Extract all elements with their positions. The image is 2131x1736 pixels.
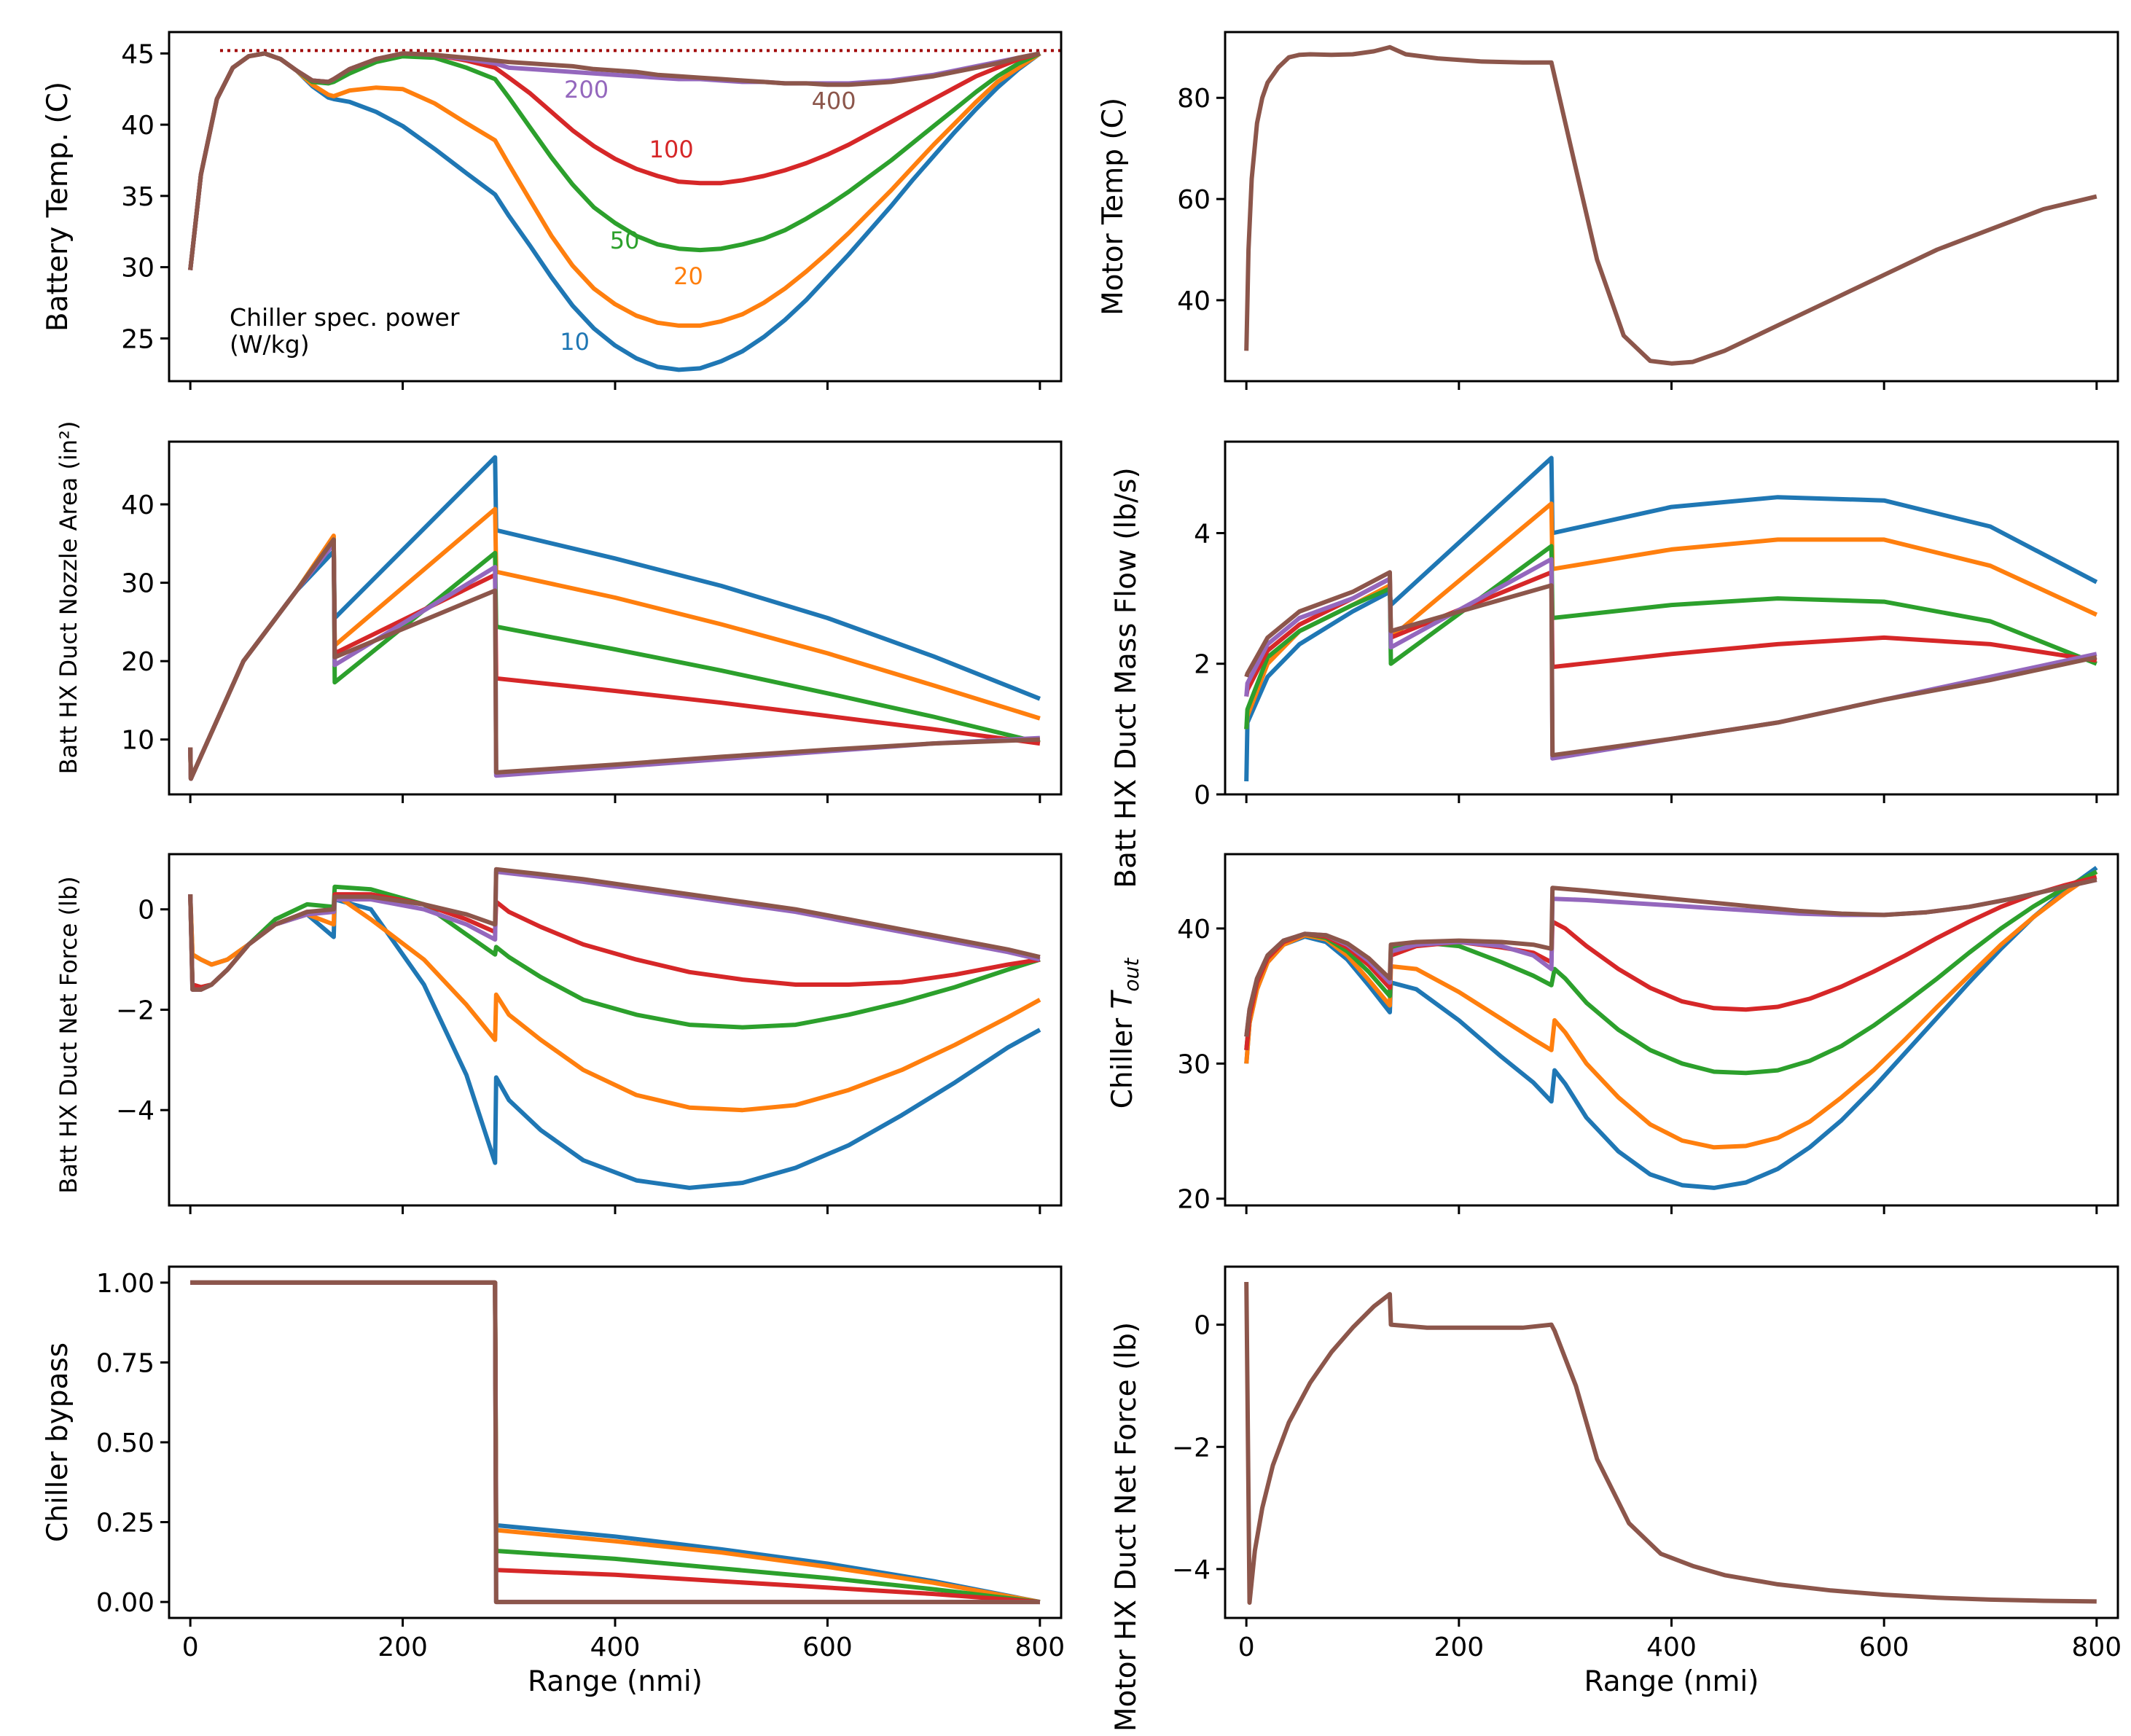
series-line-400 xyxy=(1244,570,2097,758)
x-tick-label: 800 xyxy=(1014,1633,1065,1662)
y-axis-label-main: Chiller xyxy=(1106,1009,1139,1109)
series-group xyxy=(188,867,1041,1190)
y-tick-label: 40 xyxy=(1177,286,1211,316)
series-group xyxy=(188,455,1041,781)
series-group xyxy=(190,1280,1041,1605)
x-tick-label: 800 xyxy=(2071,1633,2122,1662)
y-tick-label: 20 xyxy=(1177,1185,1211,1215)
y-tick-label: 80 xyxy=(1177,84,1211,114)
y-tick-label: −2 xyxy=(1172,1433,1211,1463)
series-group xyxy=(188,51,1041,372)
series-annotation-400: 400 xyxy=(812,87,856,115)
series-line-400 xyxy=(188,51,1041,270)
series-line-400 xyxy=(1244,1281,2097,1605)
x-tick-label: 200 xyxy=(1434,1633,1484,1662)
y-tick-label: −4 xyxy=(1172,1555,1211,1585)
series-annotation-50: 50 xyxy=(610,227,640,254)
series-line-400 xyxy=(1244,44,2097,366)
y-tick-label: −4 xyxy=(116,1096,155,1126)
series-line-20 xyxy=(188,892,1041,1113)
legend-annotation: (W/kg) xyxy=(230,330,310,359)
y-tick-label: 10 xyxy=(121,726,155,756)
x-tick-label: 0 xyxy=(182,1633,199,1662)
y-axis-label: Battery Temp. (C) xyxy=(42,82,74,332)
y-tick-label: 30 xyxy=(121,569,155,599)
series-annotation-200: 200 xyxy=(564,76,609,103)
series-group xyxy=(1244,866,2098,1190)
subplot-motor-net-force: 0 200 400 600 800 0 −2 −4 Motor HX Duct Net Forc… xyxy=(1110,1265,2122,1732)
y-tick-label: 40 xyxy=(121,111,155,141)
y-tick-label: 0.75 xyxy=(96,1348,155,1378)
y-axis-label-italic: T xyxy=(1106,989,1139,1009)
x-tick-label: 400 xyxy=(1646,1633,1697,1662)
y-tick-label: 1.00 xyxy=(96,1269,155,1299)
series-annotation-10: 10 xyxy=(560,328,590,356)
y-axis-label: Chiller Tout xyxy=(1106,958,1143,1109)
series-line-400 xyxy=(1244,877,2097,1037)
y-axis-label-subscript: out xyxy=(1119,958,1143,992)
series-group xyxy=(1244,44,2097,366)
series-group xyxy=(1244,455,2098,782)
y-axis-label: Motor HX Duct Net Force (lb) xyxy=(1110,1322,1143,1732)
x-tick-label: 600 xyxy=(802,1633,853,1662)
y-tick-label: 0.00 xyxy=(96,1588,155,1618)
series-line-20 xyxy=(1244,501,2098,730)
x-tick-label: 600 xyxy=(1859,1633,1909,1662)
series-line-10 xyxy=(1244,455,2098,782)
y-tick-label: 30 xyxy=(121,254,155,284)
y-tick-label: 0 xyxy=(1194,781,1211,810)
y-tick-label: 40 xyxy=(121,490,155,520)
y-tick-label: 0 xyxy=(138,896,155,926)
subplot-chiller-tout: 20 30 40 Chiller Tout xyxy=(1106,853,2119,1215)
y-tick-label: 25 xyxy=(121,324,155,354)
subplot-chiller-bypass: 0 200 400 600 800 0.00 0.25 0.50 0.75 1.00 Chiller… xyxy=(42,1265,1065,1698)
y-tick-label: 30 xyxy=(1177,1049,1211,1079)
y-tick-label: 0.50 xyxy=(96,1428,155,1458)
series-line-400 xyxy=(190,1280,1040,1605)
x-tick-label: 200 xyxy=(378,1633,428,1662)
y-tick-label: −2 xyxy=(116,996,155,1025)
y-tick-label: 2 xyxy=(1194,650,1211,680)
x-tick-label: 0 xyxy=(1238,1633,1255,1662)
series-line-400 xyxy=(188,867,1041,992)
y-axis-label: Batt HX Duct Mass Flow (lb/s) xyxy=(1110,467,1143,888)
series-group xyxy=(1244,1281,2097,1605)
y-tick-label: 0 xyxy=(1194,1311,1211,1341)
x-axis-label: Range (nmi) xyxy=(528,1665,703,1698)
y-tick-label: 40 xyxy=(1177,915,1211,945)
series-annotation-100: 100 xyxy=(649,136,694,163)
y-axis-label: Chiller bypass xyxy=(42,1342,74,1542)
y-axis-label: Motor Temp (C) xyxy=(1097,98,1130,316)
y-tick-label: 45 xyxy=(121,39,155,69)
y-tick-label: 4 xyxy=(1194,519,1211,549)
y-tick-label: 60 xyxy=(1177,185,1211,215)
series-annotation-20: 20 xyxy=(673,262,703,290)
series-line-400 xyxy=(188,537,1041,781)
x-tick-label: 400 xyxy=(590,1633,641,1662)
y-axis-label: Batt HX Duct Nozzle Area (in²) xyxy=(55,421,82,775)
legend-annotation: Chiller spec. power xyxy=(230,303,460,332)
subplot-nozzle-area: 10 20 30 40 Batt HX Duct Nozzle Area (in²) xyxy=(55,421,1063,803)
y-tick-label: 35 xyxy=(121,182,155,212)
series-line-10 xyxy=(1244,866,2098,1190)
subplot-mass-flow: 0 2 4 Batt HX Duct Mass Flow (lb/s) xyxy=(1110,440,2119,888)
subplot-motor-temp: 40 60 80 Motor Temp (C) xyxy=(1097,31,2119,390)
subplot-battery-temp: 25 30 35 40 45 Battery Temp. (C) Chiller spec.… xyxy=(42,31,1063,390)
subplot-net-force: 0 −2 −4 Batt HX Duct Net Force (lb) xyxy=(55,853,1063,1214)
y-axis-label: Batt HX Duct Net Force (lb) xyxy=(55,876,82,1193)
y-tick-label: 0.25 xyxy=(96,1509,155,1538)
x-axis-label: Range (nmi) xyxy=(1584,1665,1759,1698)
y-tick-label: 20 xyxy=(121,647,155,677)
